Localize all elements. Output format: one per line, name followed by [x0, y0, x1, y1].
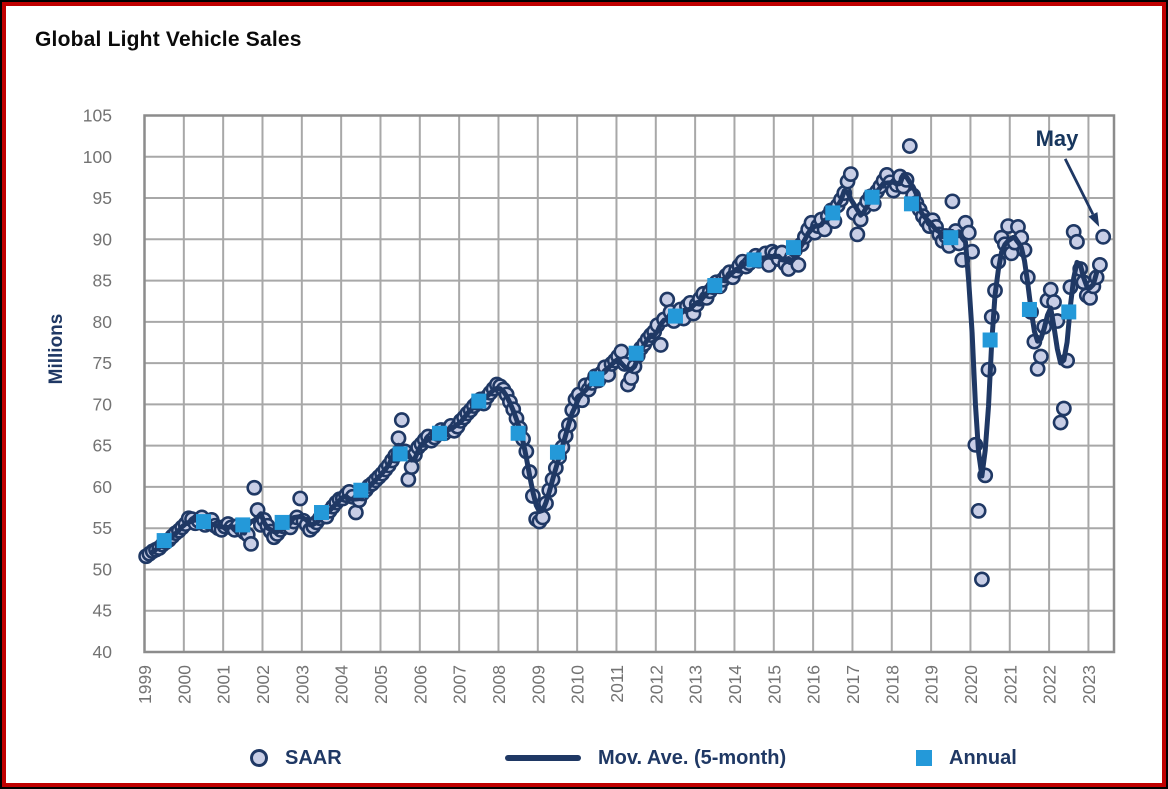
y-tick-label: 105 — [83, 106, 112, 126]
annual-square-marker-icon — [916, 750, 932, 766]
annual-marker — [313, 505, 329, 521]
annual-marker — [195, 514, 211, 530]
annual-marker — [825, 205, 841, 221]
may-arrow-head — [1088, 212, 1100, 227]
annual-marker — [1021, 301, 1037, 317]
x-tick-label: 2022 — [1040, 665, 1060, 704]
annual-marker — [746, 252, 762, 268]
x-tick-label: 2014 — [725, 665, 745, 704]
saar-point — [1095, 228, 1112, 245]
moving-average-line — [150, 172, 1100, 555]
saar-point — [901, 138, 918, 154]
saar-point — [849, 226, 866, 243]
annual-marker — [431, 425, 447, 441]
annual-marker — [392, 446, 408, 462]
annual-marker — [353, 482, 369, 498]
annual-marker — [707, 278, 723, 294]
x-tick-label: 2001 — [214, 665, 234, 704]
x-tick-label: 2021 — [1000, 665, 1020, 704]
may-arrow-shaft — [1063, 158, 1095, 215]
y-tick-label: 60 — [93, 477, 113, 497]
y-tick-label: 55 — [93, 518, 112, 538]
x-tick-label: 2015 — [764, 665, 784, 704]
x-tick-label: 2009 — [528, 665, 548, 704]
saar-point — [1092, 256, 1108, 273]
y-tick-label: 50 — [93, 559, 113, 579]
annual-marker — [549, 444, 565, 460]
x-tick-label: 2000 — [174, 665, 194, 704]
annual-marker — [903, 196, 919, 212]
x-tick-label: 2002 — [253, 665, 273, 704]
legend-label-moving-average: Mov. Ave. (5-month) — [598, 746, 787, 769]
x-tick-label: 2023 — [1079, 665, 1099, 704]
x-tick-label: 2006 — [410, 665, 430, 704]
saar-point — [243, 535, 259, 552]
y-tick-label: 100 — [83, 147, 112, 167]
x-tick-label: 2016 — [804, 665, 824, 704]
saar-point — [652, 337, 669, 353]
annual-marker — [274, 514, 290, 530]
saar-point — [1055, 400, 1072, 417]
x-tick-label: 2019 — [922, 665, 942, 704]
annual-marker — [667, 308, 683, 324]
annual-marker — [943, 230, 959, 246]
annual-marker — [589, 371, 605, 387]
legend-item-saar: SAAR — [250, 742, 342, 774]
x-tick-label: 2011 — [607, 665, 627, 703]
y-tick-label: 65 — [93, 436, 112, 456]
saar-point — [1046, 294, 1062, 310]
saar-point — [1052, 414, 1069, 431]
x-tick-label: 2010 — [568, 665, 588, 704]
annual-marker — [628, 345, 644, 361]
annual-marker — [982, 332, 998, 348]
y-tick-label: 70 — [93, 394, 113, 414]
moving-average-line-marker-icon — [505, 755, 581, 761]
x-tick-label: 2017 — [843, 665, 863, 704]
x-tick-label: 2003 — [292, 665, 312, 704]
saar-point — [790, 256, 807, 273]
saar-point — [842, 166, 859, 183]
annual-marker — [235, 517, 251, 533]
annual-marker — [156, 533, 172, 549]
saar-point — [1069, 233, 1085, 250]
y-tick-label: 90 — [93, 229, 113, 249]
x-tick-label: 2020 — [961, 665, 981, 704]
annual-marker — [1061, 304, 1077, 320]
y-tick-label: 95 — [93, 188, 112, 208]
may-annotation: May — [1035, 126, 1079, 151]
saar-point — [393, 412, 410, 428]
annual-marker — [471, 393, 487, 409]
saar-circle-marker-icon — [250, 749, 268, 767]
y-tick-label: 85 — [93, 271, 112, 291]
x-tick-label: 2005 — [371, 665, 391, 704]
x-tick-label: 2013 — [686, 665, 706, 704]
y-tick-label: 80 — [93, 312, 113, 332]
saar-point — [292, 490, 309, 507]
annual-marker — [864, 189, 880, 205]
x-tick-label: 2018 — [882, 665, 902, 704]
legend-item-annual: Annual — [916, 742, 1017, 774]
x-tick-label: 2007 — [450, 665, 470, 704]
y-tick-label: 40 — [93, 642, 113, 662]
y-tick-label: 45 — [93, 601, 112, 621]
saar-point — [944, 193, 961, 210]
saar-point — [974, 571, 990, 588]
plot-frame — [143, 114, 1116, 654]
legend-item-moving-average: Mov. Ave. (5-month) — [505, 742, 786, 774]
x-tick-label: 2004 — [332, 665, 352, 704]
saar-point — [1033, 348, 1049, 365]
y-tick-label: 75 — [93, 353, 112, 373]
page-title: Global Light Vehicle Sales — [35, 28, 302, 51]
x-tick-label: 2012 — [646, 665, 666, 704]
annual-marker — [785, 240, 801, 256]
saar-point — [246, 479, 263, 496]
saar-point — [970, 502, 987, 519]
legend-label-annual: Annual — [949, 746, 1017, 769]
annual-marker — [510, 425, 526, 441]
x-tick-label: 1999 — [135, 665, 155, 704]
x-tick-label: 2008 — [489, 665, 509, 704]
legend-label-saar: SAAR — [285, 746, 342, 769]
